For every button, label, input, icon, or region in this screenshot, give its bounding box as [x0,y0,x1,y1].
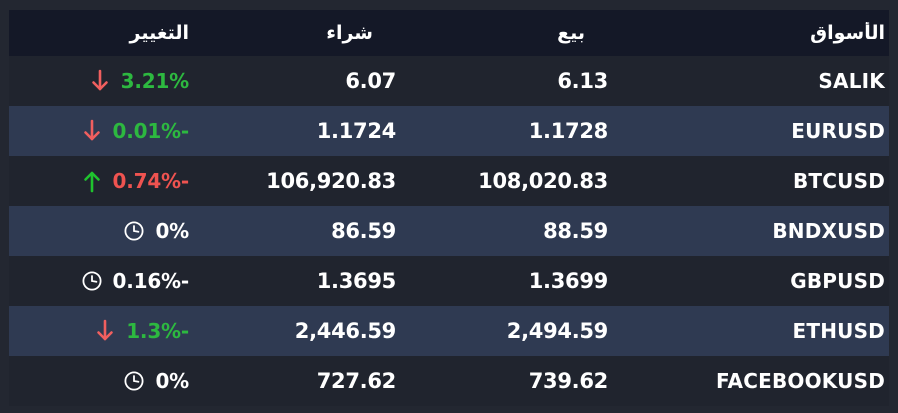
sell-price: 739.62 [528,369,609,393]
sell-price: 1.1728 [528,119,609,143]
buy-price: 86.59 [331,219,396,243]
change-cell: -0.01% [9,106,197,156]
change-cell: -1.3% [9,306,197,356]
buy-price: 106,920.83 [266,169,396,193]
table-header: الأسواق بيع شراء التغيير [9,10,889,56]
arrow-down-icon [89,68,111,94]
clock-icon [123,370,145,392]
buy-price: 2,446.59 [294,319,397,343]
column-header-change: التغيير [129,22,189,44]
market-symbol: FACEBOOKUSD [715,369,885,393]
buy-price: 1.3695 [316,269,397,293]
market-table: الأسواق بيع شراء التغيير SALIK 6.13 6.07… [9,10,889,406]
table-row[interactable]: FACEBOOKUSD 739.62 727.62 0% [9,356,889,406]
table-row[interactable]: ETHUSD 2,494.59 2,446.59 -1.3% [9,306,889,356]
change-cell: 0% [9,206,197,256]
sell-price: 2,494.59 [506,319,609,343]
column-header-buy: شراء [326,22,373,44]
buy-price: 727.62 [316,369,397,393]
market-symbol: BTCUSD [792,169,885,193]
arrow-down-icon [81,118,103,144]
change-cell: 3.21% [9,56,197,106]
table-row[interactable]: EURUSD 1.1728 1.1724 -0.01% [9,106,889,156]
change-cell: 0% [9,356,197,406]
change-percent: 0% [155,369,189,393]
sell-price: 1.3699 [528,269,609,293]
market-symbol: SALIK [818,69,885,93]
change-percent: -0.74% [112,169,190,193]
arrow-down-icon [94,318,116,344]
table-row[interactable]: GBPUSD 1.3699 1.3695 -0.16% [9,256,889,306]
change-percent: 0% [155,219,189,243]
sell-price: 108,020.83 [478,169,608,193]
column-header-sell: بيع [557,22,585,44]
change-percent: 3.21% [120,69,190,93]
market-symbol: GBPUSD [790,269,885,293]
change-cell: -0.74% [9,156,197,206]
sell-price: 88.59 [543,219,608,243]
column-header-markets: الأسواق [810,22,885,44]
table-row[interactable]: SALIK 6.13 6.07 3.21% [9,56,889,106]
table-row[interactable]: BNDXUSD 88.59 86.59 0% [9,206,889,256]
change-percent: -0.16% [112,269,190,293]
market-symbol: EURUSD [791,119,885,143]
arrow-up-icon [81,168,103,194]
change-percent: -0.01% [112,119,190,143]
change-cell: -0.16% [9,256,197,306]
sell-price: 6.13 [557,69,608,93]
buy-price: 6.07 [345,69,396,93]
buy-price: 1.1724 [316,119,397,143]
market-symbol: BNDXUSD [772,219,885,243]
clock-icon [81,270,103,292]
market-symbol: ETHUSD [792,319,885,343]
table-row[interactable]: BTCUSD 108,020.83 106,920.83 -0.74% [9,156,889,206]
clock-icon [123,220,145,242]
change-percent: -1.3% [126,319,189,343]
